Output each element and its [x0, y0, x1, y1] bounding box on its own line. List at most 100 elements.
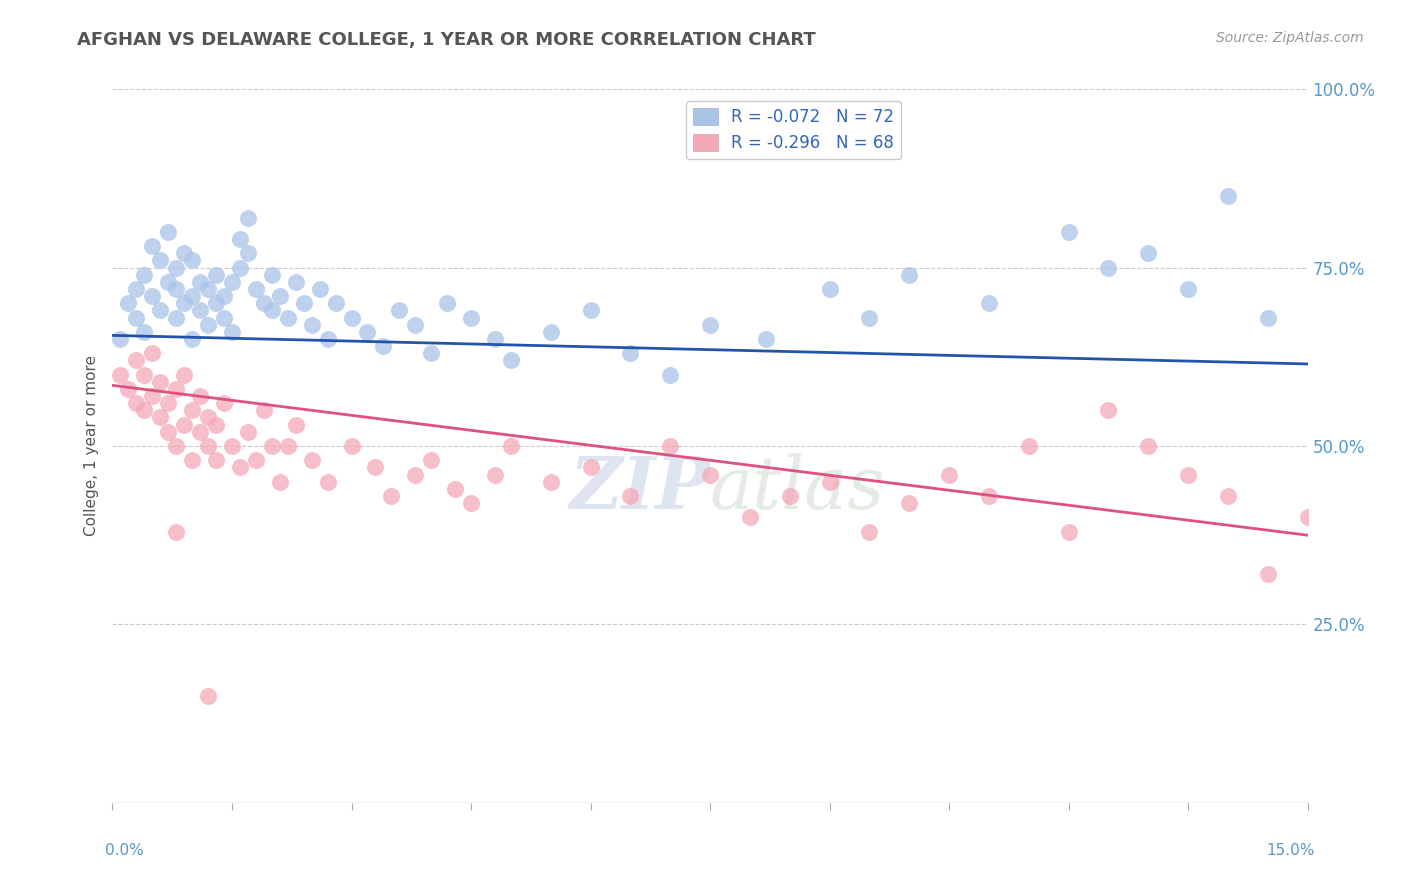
Point [165, 382, 187, 396]
Point [659, 439, 682, 453]
Point [284, 275, 307, 289]
Point [157, 396, 180, 410]
Point [165, 524, 187, 539]
Point [149, 375, 172, 389]
Point [404, 318, 426, 332]
Point [229, 260, 252, 275]
Point [316, 332, 339, 346]
Point [181, 253, 204, 268]
Point [404, 467, 426, 482]
Point [284, 417, 307, 432]
Point [420, 346, 443, 360]
Point [260, 439, 283, 453]
Text: AFGHAN VS DELAWARE COLLEGE, 1 YEAR OR MORE CORRELATION CHART: AFGHAN VS DELAWARE COLLEGE, 1 YEAR OR MO… [77, 31, 815, 49]
Point [236, 246, 259, 260]
Point [1216, 489, 1239, 503]
Point [212, 289, 235, 303]
Point [858, 310, 880, 325]
Point [277, 310, 299, 325]
Point [221, 325, 243, 339]
Point [340, 310, 363, 325]
Point [1177, 282, 1199, 296]
Point [619, 489, 641, 503]
Point [898, 268, 921, 282]
Point [308, 282, 330, 296]
Point [1018, 439, 1040, 453]
Point [388, 303, 411, 318]
Point [325, 296, 347, 310]
Point [444, 482, 467, 496]
Point [898, 496, 921, 510]
Point [181, 332, 204, 346]
Text: 0.0%: 0.0% [105, 843, 145, 858]
Point [245, 453, 267, 467]
Point [188, 425, 211, 439]
Point [460, 496, 482, 510]
Point [301, 453, 323, 467]
Point [165, 260, 187, 275]
Point [173, 296, 195, 310]
Point [316, 475, 339, 489]
Point [165, 282, 187, 296]
Point [818, 282, 841, 296]
Point [197, 689, 219, 703]
Point [540, 325, 562, 339]
Point [1216, 189, 1239, 203]
Y-axis label: College, 1 year or more: College, 1 year or more [83, 356, 98, 536]
Point [977, 296, 1000, 310]
Point [212, 310, 235, 325]
Point [125, 353, 148, 368]
Point [1257, 567, 1279, 582]
Point [1177, 467, 1199, 482]
Point [188, 303, 211, 318]
Point [340, 439, 363, 453]
Point [277, 439, 299, 453]
Point [420, 453, 443, 467]
Point [188, 389, 211, 403]
Point [269, 289, 291, 303]
Point [484, 467, 506, 482]
Point [540, 475, 562, 489]
Point [977, 489, 1000, 503]
Point [292, 296, 315, 310]
Point [818, 475, 841, 489]
Point [117, 382, 139, 396]
Point [117, 296, 139, 310]
Point [149, 253, 172, 268]
Point [253, 403, 276, 417]
Point [236, 425, 259, 439]
Point [205, 417, 228, 432]
Point [157, 225, 180, 239]
Point [188, 275, 211, 289]
Point [173, 246, 195, 260]
Point [229, 232, 252, 246]
Point [699, 467, 721, 482]
Point [1057, 524, 1080, 539]
Point [110, 332, 132, 346]
Point [110, 368, 132, 382]
Point [221, 275, 243, 289]
Point [1137, 439, 1160, 453]
Point [197, 439, 219, 453]
Point [1097, 260, 1119, 275]
Point [253, 296, 276, 310]
Text: Source: ZipAtlas.com: Source: ZipAtlas.com [1216, 31, 1364, 45]
Point [1097, 403, 1119, 417]
Point [212, 396, 235, 410]
Point [181, 453, 204, 467]
Point [141, 239, 163, 253]
Point [1336, 489, 1358, 503]
Point [1057, 225, 1080, 239]
Point [779, 489, 801, 503]
Point [738, 510, 761, 524]
Point [134, 368, 156, 382]
Point [260, 303, 283, 318]
Point [125, 282, 148, 296]
Point [659, 368, 682, 382]
Point [157, 425, 180, 439]
Text: 15.0%: 15.0% [1267, 843, 1315, 858]
Point [373, 339, 395, 353]
Point [579, 303, 602, 318]
Point [125, 310, 148, 325]
Point [141, 346, 163, 360]
